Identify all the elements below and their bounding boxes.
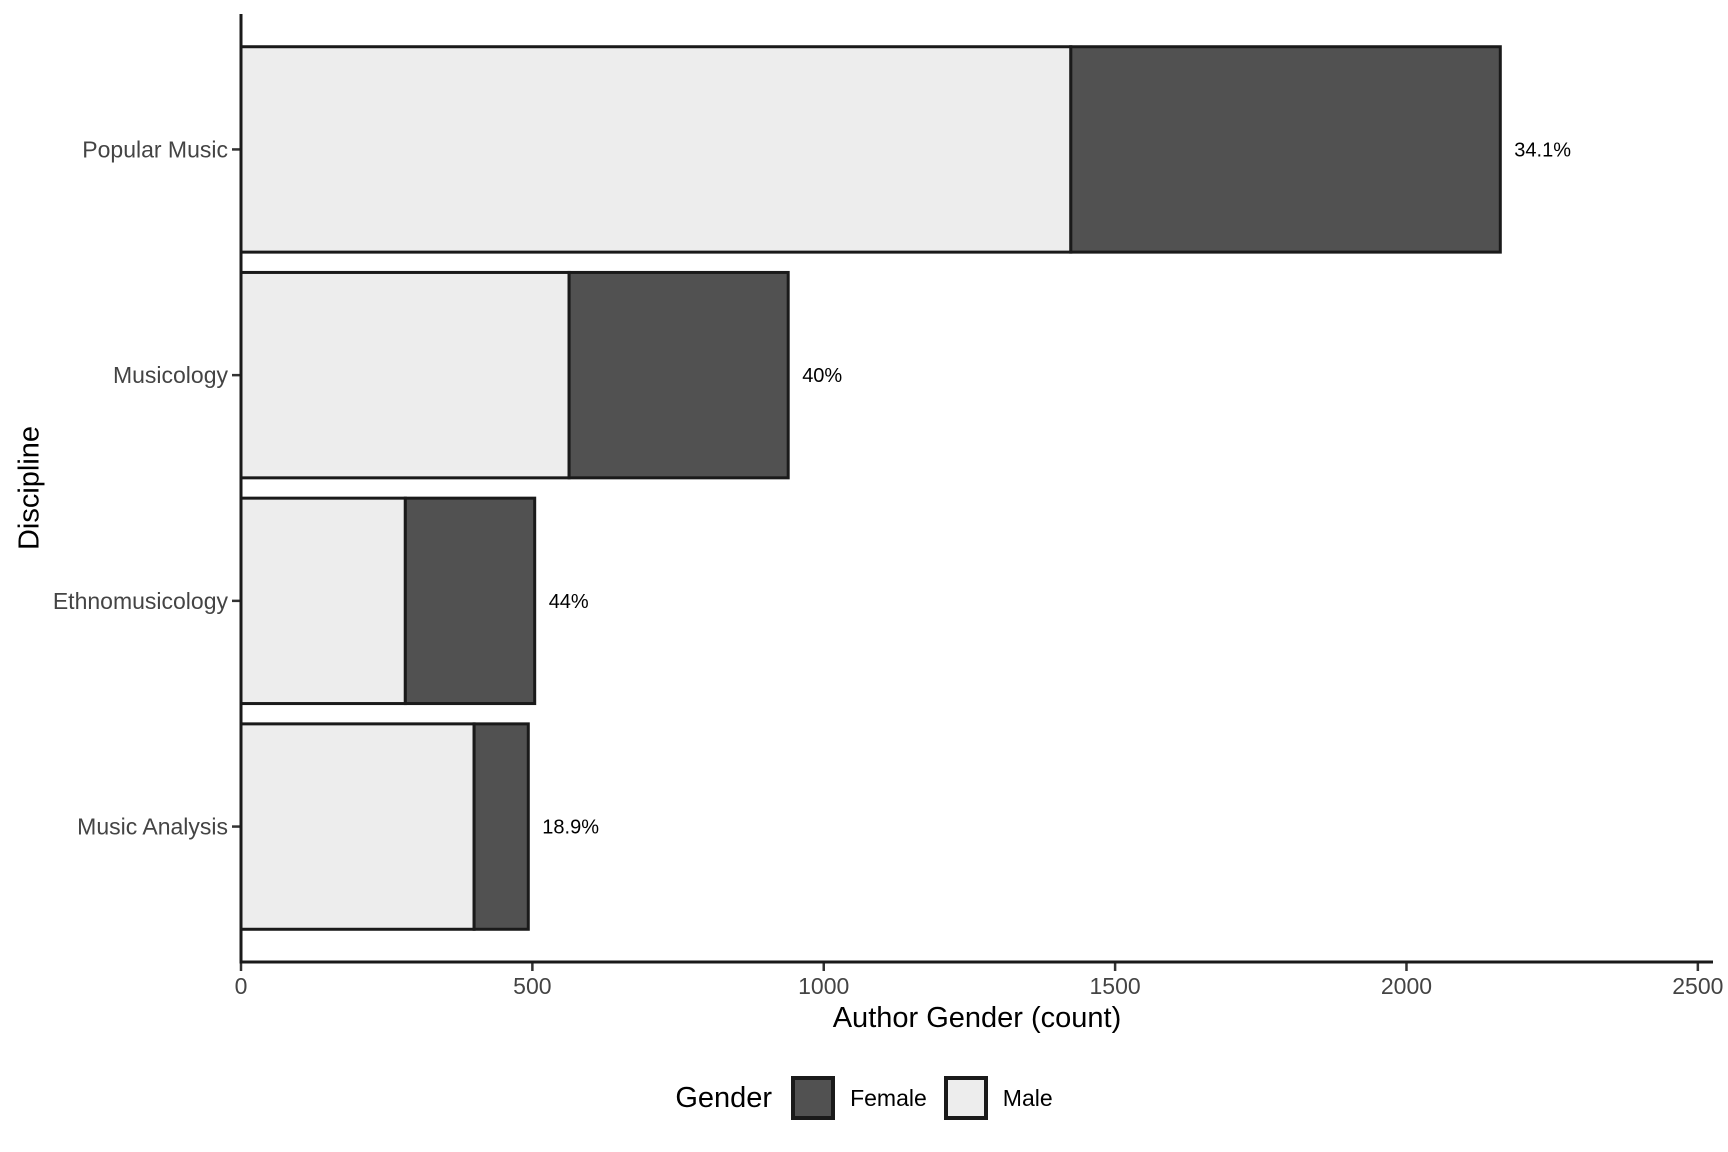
x-tick-label-4: 2000 [1381,973,1432,999]
x-tick-label-1: 500 [513,973,551,999]
bar-label-3: 18.9% [542,817,599,839]
bar-segment-male-1 [239,270,571,480]
legend-entry-female: Female [791,1076,927,1120]
bar-label-0: 34.1% [1514,139,1571,161]
legend-label-female: Female [850,1084,927,1111]
x-tick-label-2: 1000 [798,973,849,999]
legend-swatch-male [943,1076,988,1120]
bar-segment-male-2 [239,496,407,706]
legend: Gender Female Male [0,1072,1728,1124]
x-tick-label-5: 2500 [1672,973,1723,999]
legend-swatch-female [791,1076,836,1120]
bar-label-2: 44% [549,591,589,613]
y-tick-label-2: Ethnomusicology [53,588,229,614]
y-tick-label-1: Musicology [113,362,229,388]
bar-segment-female-1 [567,270,790,480]
x-axis-title: Author Gender (count) [832,1002,1122,1034]
x-tick-label-0: 0 [235,973,248,999]
bar-segment-female-0 [1069,45,1502,254]
legend-entry-male: Male [943,1076,1053,1120]
y-tick-label-3: Music Analysis [77,814,228,840]
bar-label-1: 40% [802,365,842,387]
bar-segment-male-3 [239,722,476,931]
y-tick-label-0: Popular Music [82,136,228,162]
y-axis-title: Discipline [13,425,46,551]
bar-segment-female-2 [403,496,537,706]
bar-segment-male-0 [239,45,1073,254]
x-tick-label-3: 1500 [1090,973,1141,999]
bar-segment-female-3 [472,722,530,931]
legend-label-male: Male [1002,1084,1053,1111]
legend-title: Gender [675,1081,773,1114]
